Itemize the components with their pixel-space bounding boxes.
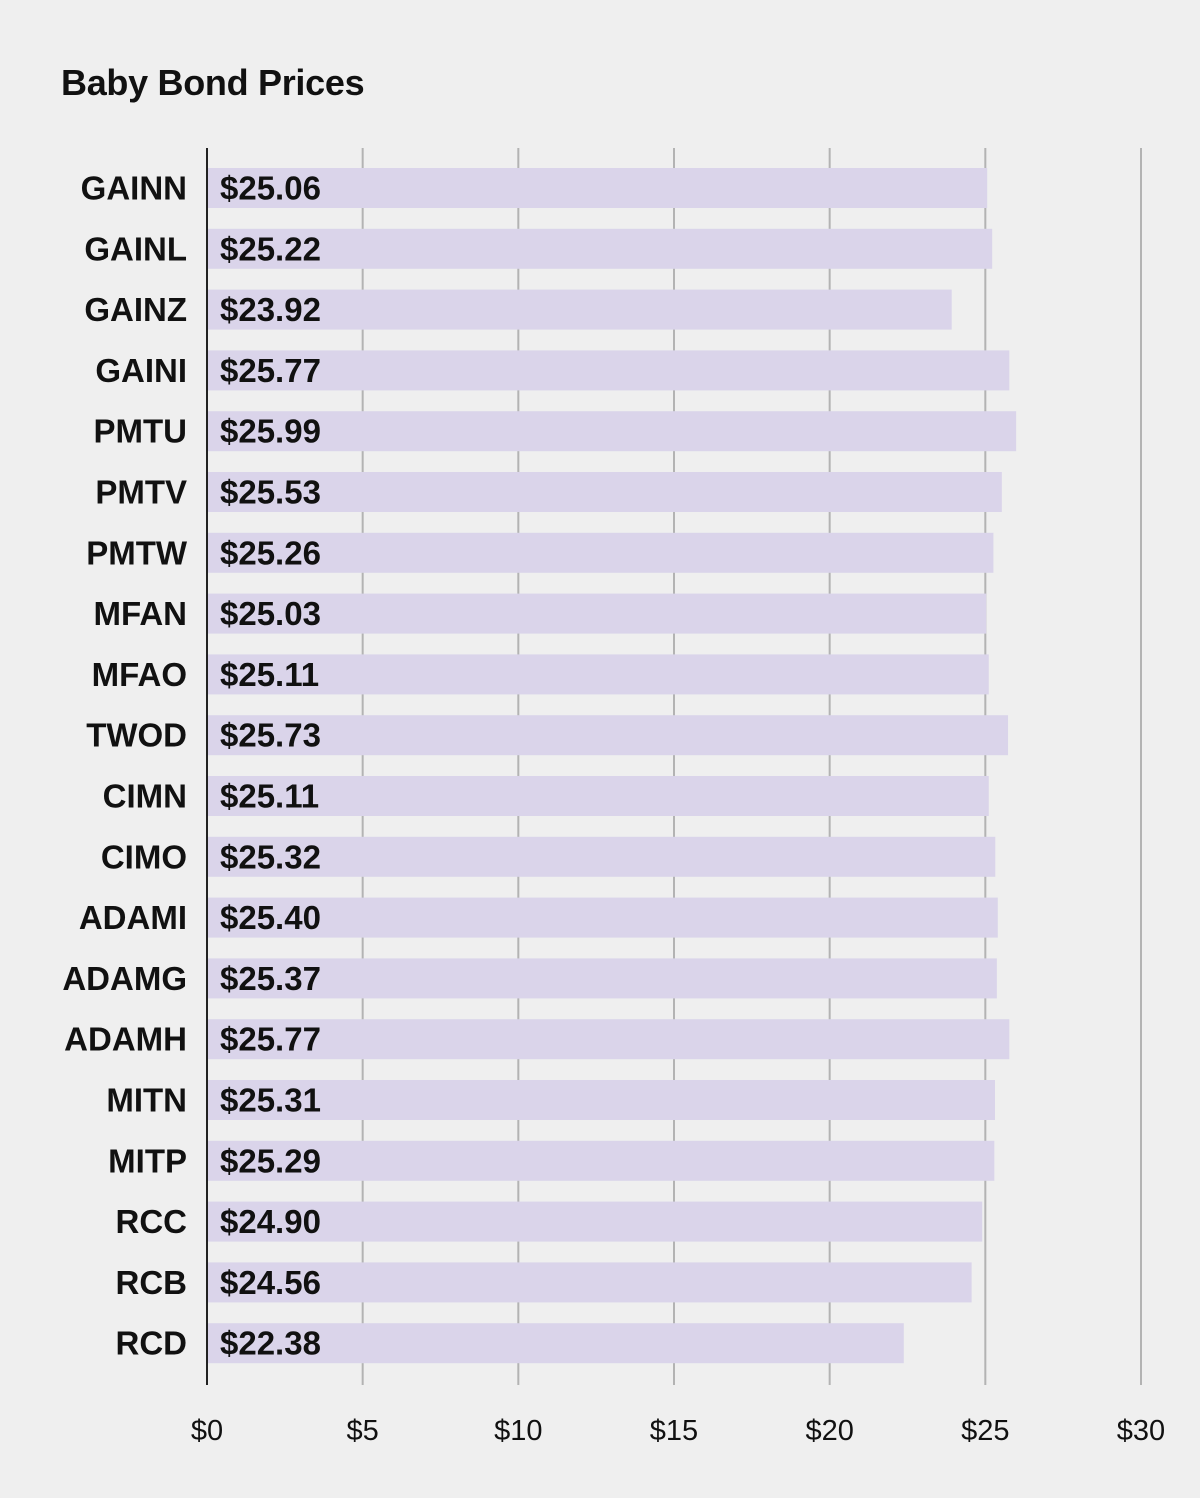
value-label: $25.22 bbox=[220, 230, 321, 267]
category-label: PMTW bbox=[86, 534, 188, 571]
category-label: ADAMI bbox=[79, 899, 187, 936]
category-labels: GAINN GAINL GAINZ GAINI PMTU PMTV PMTW MFAN MFAO… bbox=[62, 170, 188, 1362]
category-label: MFAO bbox=[92, 656, 187, 693]
bar-mitp bbox=[207, 1140, 995, 1181]
bar-gainn bbox=[207, 168, 988, 208]
value-label: $25.31 bbox=[220, 1082, 321, 1119]
category-label: RCC bbox=[116, 1203, 188, 1240]
bar-adamh bbox=[207, 1019, 1010, 1060]
bar-rcc bbox=[207, 1201, 983, 1242]
category-label: GAINI bbox=[95, 352, 187, 389]
x-tick-label: $0 bbox=[191, 1415, 223, 1447]
category-label: CIMO bbox=[101, 838, 187, 875]
x-axis-tick-labels: $0 $5 $10 $15 $20 $25 $30 bbox=[191, 1415, 1165, 1447]
value-label: $25.37 bbox=[220, 960, 321, 997]
x-tick-label: $5 bbox=[347, 1415, 379, 1447]
category-label: RCB bbox=[116, 1264, 188, 1301]
bar-gainz bbox=[207, 289, 952, 330]
value-label: $25.32 bbox=[220, 838, 321, 875]
category-label: TWOD bbox=[86, 717, 187, 754]
value-label: $25.73 bbox=[220, 717, 321, 754]
category-label: ADAMH bbox=[64, 1021, 187, 1058]
category-label: MFAN bbox=[94, 595, 188, 632]
x-tick-label: $15 bbox=[650, 1415, 698, 1447]
x-tick-label: $10 bbox=[494, 1415, 542, 1447]
value-label: $24.90 bbox=[220, 1203, 321, 1240]
gridlines bbox=[361, 148, 1142, 1385]
bar-twod bbox=[207, 715, 1009, 756]
bar-cimo bbox=[207, 836, 996, 877]
bar-mfao bbox=[207, 654, 989, 695]
category-label: CIMN bbox=[103, 778, 187, 815]
category-label: PMTV bbox=[95, 474, 187, 511]
value-label: $25.40 bbox=[220, 899, 321, 936]
value-label: $25.11 bbox=[220, 778, 319, 815]
value-label: $25.99 bbox=[220, 413, 321, 450]
x-tick-label: $30 bbox=[1117, 1415, 1165, 1447]
category-label: RCD bbox=[116, 1325, 188, 1362]
value-label: $23.92 bbox=[220, 291, 321, 328]
bar-mfan bbox=[207, 593, 987, 634]
bar-gainl bbox=[207, 228, 993, 269]
category-label: PMTU bbox=[94, 413, 188, 450]
bar-rcb bbox=[207, 1262, 972, 1303]
bar-pmtv bbox=[207, 472, 1002, 512]
bar-adamg bbox=[207, 958, 997, 999]
value-label: $25.53 bbox=[220, 474, 321, 511]
x-tick-label: $25 bbox=[961, 1415, 1009, 1447]
value-label: $25.77 bbox=[220, 352, 321, 389]
value-label: $25.11 bbox=[220, 656, 319, 693]
value-label: $22.38 bbox=[220, 1325, 321, 1362]
bar-adami bbox=[207, 897, 998, 938]
category-label: GAINN bbox=[81, 170, 187, 207]
category-label: GAINL bbox=[84, 230, 187, 267]
x-tick-label: $20 bbox=[805, 1415, 853, 1447]
value-label: $25.03 bbox=[220, 595, 321, 632]
category-label: MITP bbox=[108, 1142, 187, 1179]
bar-mitn bbox=[207, 1080, 995, 1120]
category-label: GAINZ bbox=[84, 291, 187, 328]
value-label: $25.77 bbox=[220, 1021, 321, 1058]
value-label: $24.56 bbox=[220, 1264, 321, 1301]
value-label: $25.26 bbox=[220, 534, 321, 571]
category-label: ADAMG bbox=[62, 960, 187, 997]
bar-gaini bbox=[207, 350, 1010, 391]
value-label: $25.06 bbox=[220, 170, 321, 207]
chart-title: Baby Bond Prices bbox=[61, 62, 365, 103]
category-label: MITN bbox=[106, 1082, 187, 1119]
value-labels: $25.06 $25.22 $23.92 $25.77 $25.99 $25.53 $25.… bbox=[220, 170, 321, 1362]
bar-rcd bbox=[207, 1323, 904, 1364]
value-label: $25.29 bbox=[220, 1142, 321, 1179]
bars bbox=[207, 168, 1017, 1364]
bar-pmtw bbox=[207, 532, 994, 573]
bar-pmtu bbox=[207, 411, 1017, 452]
bar-cimn bbox=[207, 776, 989, 816]
